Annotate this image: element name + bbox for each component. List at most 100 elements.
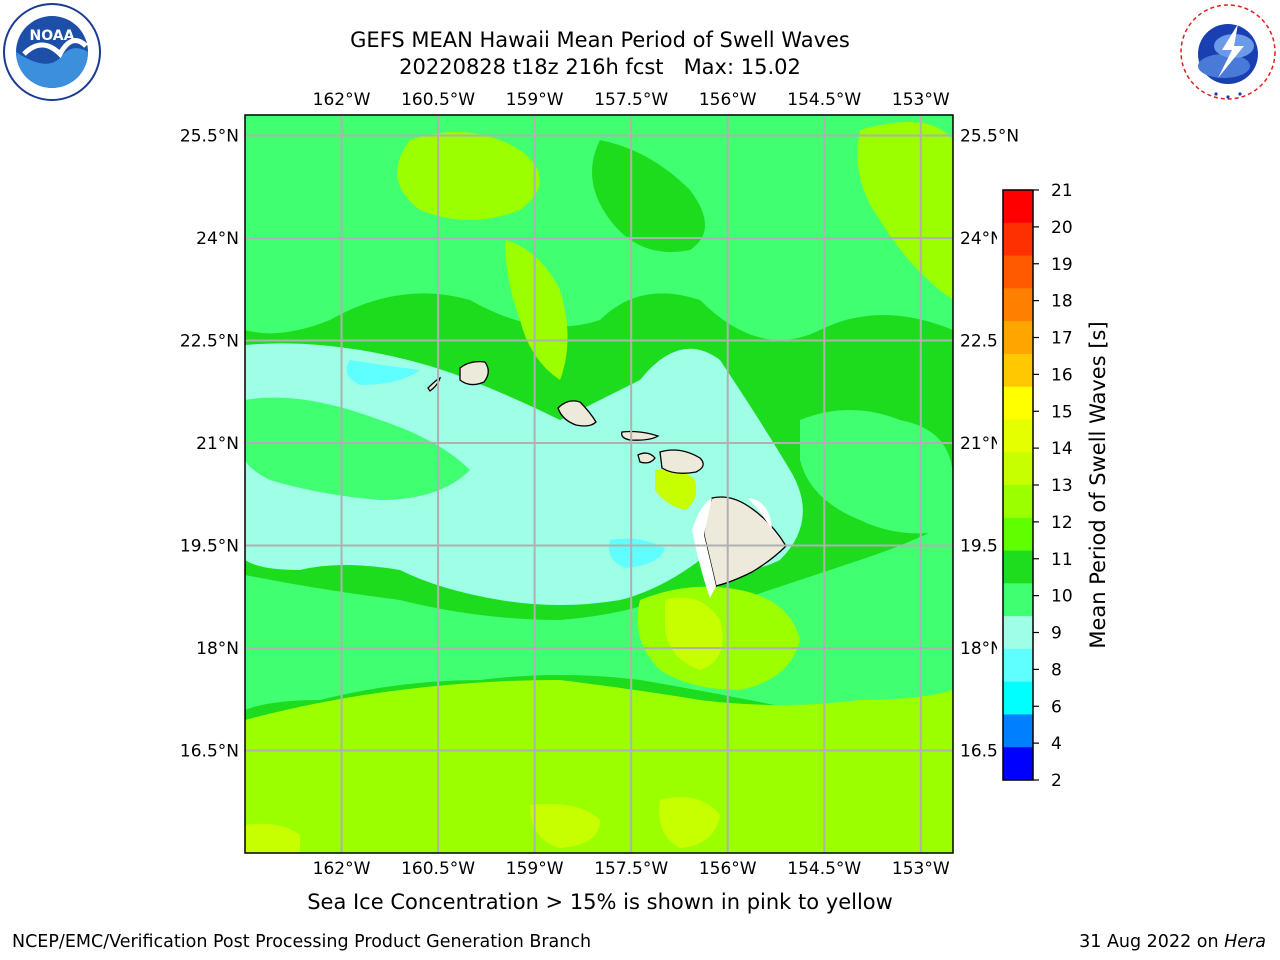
- lat-tick-label-right-3: 21°N: [960, 434, 1003, 454]
- field-region-south-yellowgreen: [245, 680, 953, 853]
- island-niihau: [427, 376, 442, 392]
- colorbar-swatch-6: [1003, 386, 1033, 420]
- colorbar-swatch-8: [1003, 452, 1033, 486]
- colorbar-swatch-9: [1003, 485, 1033, 519]
- field-region-north-yellowgreen-2: [505, 240, 568, 380]
- lat-tick-label-left-4: 19.5°N: [180, 537, 239, 557]
- colorbar-tick-label-10: 11: [1051, 550, 1073, 570]
- colorbar-swatch-3: [1003, 288, 1033, 322]
- field-region-yellow-1: [665, 597, 723, 670]
- footer-date: 31 Aug 2022 on Hera: [1079, 932, 1266, 952]
- sea-ice-note: Sea Ice Concentration > 15% is shown in …: [307, 890, 893, 914]
- colorbar-tick-label-2: 19: [1051, 255, 1073, 275]
- map-subtitle: 20220828 t18z 216h fcst Max: 15.02: [399, 55, 801, 79]
- lon-tick-label-bottom-4: 156°W: [699, 859, 757, 879]
- field-region-yellow-5: [245, 823, 300, 853]
- lat-tick-label-left-3: 21°N: [196, 434, 239, 454]
- island-kauai: [459, 360, 489, 386]
- field-region-northeast-yellowgreen: [857, 122, 953, 300]
- lon-tick-label-bottom-2: 159°W: [506, 859, 564, 879]
- lon-tick-label-top-4: 156°W: [699, 90, 757, 110]
- lon-tick-label-bottom-5: 154.5°W: [787, 859, 861, 879]
- colorbar-tick-label-8: 13: [1051, 476, 1073, 496]
- field-region-central-cyan: [245, 343, 803, 605]
- lat-tick-label-right-6: 16.5: [960, 742, 998, 762]
- swell-period-field: [245, 115, 953, 853]
- colorbar-label: Mean Period of Swell Waves [s]: [1086, 321, 1110, 648]
- colorbar-swatch-17: [1003, 747, 1033, 781]
- lon-tick-label-bottom-1: 160.5°W: [401, 859, 475, 879]
- footer-branch: NCEP/EMC/Verification Post Processing Pr…: [12, 932, 592, 952]
- lon-tick-label-bottom-6: 153°W: [892, 859, 950, 879]
- island-maui: [659, 449, 704, 474]
- noaa-logo: NOAA: [3, 3, 101, 101]
- lat-tick-label-left-2: 22.5°N: [180, 332, 239, 352]
- lon-tick-label-bottom-0: 162°W: [313, 859, 371, 879]
- lon-tick-label-top-6: 153°W: [892, 90, 950, 110]
- lon-tick-label-top-3: 157.5°W: [594, 90, 668, 110]
- colorbar-tick-label-15: 4: [1051, 734, 1062, 754]
- colorbar-swatch-7: [1003, 419, 1033, 453]
- lon-tick-label-top-2: 159°W: [506, 90, 564, 110]
- map-frame: [244, 114, 954, 854]
- colorbar-tick-label-14: 6: [1051, 697, 1062, 717]
- masked-area-2: [748, 498, 786, 546]
- island-lanai: [637, 452, 656, 464]
- colorbar-tick-label-12: 9: [1051, 624, 1062, 644]
- colorbar-swatch-4: [1003, 321, 1033, 355]
- colorbar-swatch-10: [1003, 517, 1033, 552]
- lat-tick-label-left-5: 18°N: [196, 639, 239, 659]
- colorbar-tick-label-1: 20: [1051, 218, 1073, 238]
- lat-tick-label-left-1: 24°N: [196, 229, 239, 249]
- colorbar-tick-label-3: 18: [1051, 292, 1073, 312]
- colorbar-tick-label-7: 14: [1051, 439, 1073, 459]
- tick-labels: 162°W 162°W 160.5°W 160.5°W 159°W 159°W 157.5°…: [180, 90, 1019, 879]
- masked-area: [692, 498, 716, 598]
- colorbar-swatch-11: [1003, 550, 1033, 584]
- lat-tick-label-right-2: 22.5: [960, 332, 998, 352]
- lon-tick-label-top-5: 154.5°W: [787, 90, 861, 110]
- lat-tick-label-left-0: 25.5°N: [180, 127, 239, 147]
- lon-tick-label-top-0: 162°W: [313, 90, 371, 110]
- colorbar-swatch-12: [1003, 583, 1033, 617]
- colorbar-tick-label-16: 2: [1051, 771, 1062, 791]
- colorbar-tick-label-6: 15: [1051, 402, 1073, 422]
- map-title: GEFS MEAN Hawaii Mean Period of Swell Wa…: [350, 28, 850, 52]
- field-region-north-center-green: [592, 140, 705, 252]
- footer-machine: Hera: [1224, 932, 1266, 952]
- field-region-east-green: [800, 410, 953, 534]
- lon-tick-label-top-1: 160.5°W: [401, 90, 475, 110]
- lat-tick-label-right-0: 25.5°N: [960, 127, 1019, 147]
- colorbar-swatch-1: [1003, 222, 1033, 257]
- colorbar-tick-label-9: 12: [1051, 513, 1073, 533]
- colorbar-tick-label-11: 10: [1051, 587, 1073, 607]
- lat-tick-label-right-4: 19.5: [960, 537, 998, 557]
- lon-tick-label-bottom-3: 157.5°W: [594, 859, 668, 879]
- field-region-cyan-dark: [346, 360, 420, 385]
- colorbar-swatch-5: [1003, 353, 1033, 388]
- footer-date-text: 31 Aug 2022 on: [1079, 932, 1225, 952]
- colorbar-tick-label-5: 16: [1051, 365, 1073, 385]
- colorbar-tick-label-13: 8: [1051, 660, 1062, 680]
- colorbar-swatch-0: [1003, 190, 1033, 224]
- colorbar: 21 20 19 18 17 16 15 14 13 12 11 10 9 8 6 4 2: [997, 181, 1073, 791]
- colorbar-tick-label-4: 17: [1051, 329, 1073, 349]
- field-region-yellow-3: [530, 804, 600, 848]
- field-region-west-green: [245, 397, 470, 500]
- svg-text:NOAA: NOAA: [30, 28, 75, 44]
- gridlines: [245, 115, 953, 853]
- national-weather-service-logo: [1180, 4, 1276, 100]
- island-oahu: [557, 400, 597, 427]
- colorbar-swatch-13: [1003, 616, 1033, 650]
- colorbar-swatch-2: [1003, 255, 1033, 289]
- colorbar-swatch-15: [1003, 681, 1033, 715]
- lat-tick-label-left-6: 16.5°N: [180, 742, 239, 762]
- colorbar-tick-label-0: 21: [1051, 181, 1073, 201]
- lat-tick-label-right-1: 24°N: [960, 229, 1003, 249]
- colorbar-swatch-14: [1003, 648, 1033, 683]
- field-region-yellow-2: [655, 468, 697, 510]
- hawaiian-islands: [427, 360, 787, 587]
- lat-tick-label-right-5: 18°N: [960, 639, 1003, 659]
- field-region-yellow-4: [659, 797, 720, 848]
